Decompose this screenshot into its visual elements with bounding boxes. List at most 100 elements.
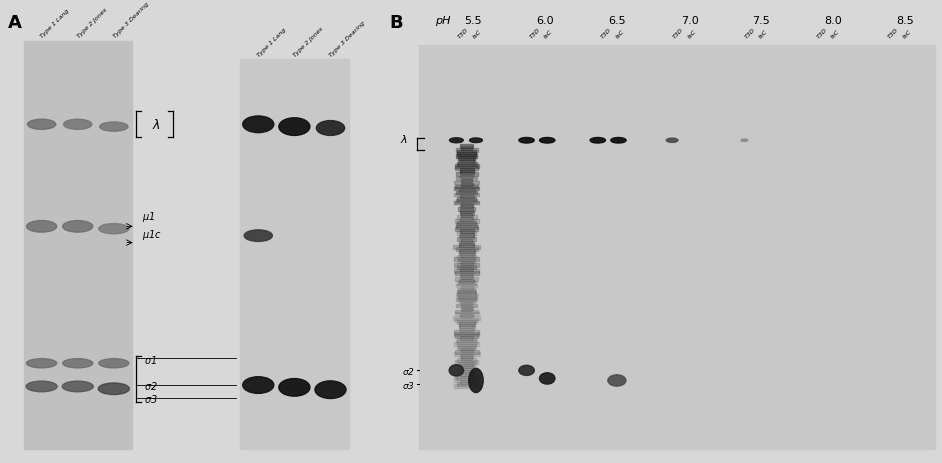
Text: tsC: tsC — [687, 29, 697, 39]
Text: $\lambda$: $\lambda$ — [400, 133, 408, 144]
Bar — [460, 354, 473, 358]
Ellipse shape — [666, 139, 678, 143]
Ellipse shape — [315, 381, 346, 399]
Bar — [459, 363, 475, 366]
Ellipse shape — [519, 365, 534, 375]
Text: $\sigma$3: $\sigma$3 — [401, 379, 414, 390]
Bar — [454, 385, 479, 388]
Bar — [456, 304, 477, 308]
Text: tsC: tsC — [615, 29, 625, 39]
Ellipse shape — [26, 382, 57, 392]
Bar — [455, 360, 479, 364]
Bar — [456, 376, 478, 380]
Bar — [458, 346, 476, 350]
Bar — [454, 201, 479, 205]
Ellipse shape — [469, 369, 483, 393]
Bar — [457, 197, 477, 201]
Bar — [459, 250, 475, 253]
Ellipse shape — [449, 138, 463, 144]
Bar — [454, 352, 479, 356]
Bar — [461, 274, 473, 277]
Bar — [456, 177, 478, 181]
Ellipse shape — [590, 138, 606, 144]
Text: A: A — [8, 14, 22, 32]
Bar — [460, 280, 474, 283]
Text: Type 1 Lang: Type 1 Lang — [40, 9, 71, 39]
Bar — [458, 290, 476, 294]
Ellipse shape — [608, 375, 625, 386]
Bar — [457, 256, 476, 259]
Bar — [461, 205, 473, 209]
Bar — [453, 245, 479, 249]
Text: 8.0: 8.0 — [824, 16, 842, 26]
Bar — [457, 292, 477, 296]
Text: T3D: T3D — [600, 27, 613, 39]
Bar — [455, 185, 479, 189]
Bar — [456, 225, 478, 229]
Bar — [458, 232, 476, 235]
Bar — [456, 149, 478, 153]
Ellipse shape — [469, 138, 482, 143]
Bar — [460, 373, 474, 376]
Text: Type 3 Dearing: Type 3 Dearing — [329, 20, 366, 58]
Text: B: B — [389, 14, 402, 32]
Text: tsC: tsC — [472, 29, 482, 39]
Ellipse shape — [26, 221, 57, 232]
Bar — [461, 286, 473, 290]
Ellipse shape — [279, 379, 310, 396]
Text: $\sigma$2: $\sigma$2 — [144, 379, 158, 391]
Bar — [461, 306, 473, 310]
Text: $\lambda$: $\lambda$ — [152, 118, 161, 132]
Bar — [461, 203, 473, 207]
Text: T3D: T3D — [816, 27, 828, 39]
Bar — [457, 221, 477, 225]
Text: $\mu$1c: $\mu$1c — [142, 227, 162, 241]
Bar — [460, 370, 474, 374]
Bar — [455, 312, 479, 316]
Bar — [455, 167, 478, 171]
Bar — [456, 310, 478, 314]
Ellipse shape — [279, 119, 310, 136]
Bar — [461, 308, 473, 312]
Bar — [454, 264, 479, 268]
Ellipse shape — [610, 138, 626, 144]
Bar — [458, 288, 476, 292]
Bar — [457, 369, 476, 372]
Bar — [457, 338, 476, 342]
Bar — [460, 336, 474, 340]
Ellipse shape — [519, 138, 534, 144]
Bar — [454, 270, 479, 274]
Bar — [456, 199, 478, 203]
Text: $\sigma$1: $\sigma$1 — [144, 353, 157, 365]
Ellipse shape — [317, 121, 345, 136]
Bar — [462, 213, 472, 217]
Bar — [454, 193, 479, 197]
Text: 7.5: 7.5 — [752, 16, 770, 26]
Bar — [457, 358, 476, 362]
Bar — [460, 314, 474, 318]
Bar — [456, 224, 477, 227]
Text: $\sigma$3: $\sigma$3 — [144, 392, 158, 404]
Text: tsC: tsC — [758, 29, 769, 39]
Text: Type 2 Jones: Type 2 Jones — [293, 26, 324, 58]
Bar — [459, 242, 475, 245]
Text: Type 2 Jones: Type 2 Jones — [76, 8, 107, 39]
Bar — [460, 268, 474, 271]
Ellipse shape — [62, 221, 92, 232]
Ellipse shape — [100, 123, 128, 132]
Text: T3D: T3D — [528, 27, 541, 39]
Bar — [24, 42, 132, 449]
Bar — [461, 262, 473, 265]
Bar — [460, 254, 474, 257]
Bar — [458, 153, 476, 156]
Text: T3D: T3D — [744, 27, 756, 39]
Bar — [460, 195, 474, 199]
Bar — [456, 191, 477, 195]
Bar — [457, 215, 477, 219]
Ellipse shape — [62, 382, 93, 392]
Bar — [456, 298, 477, 302]
Bar — [457, 282, 476, 286]
Bar — [460, 218, 474, 221]
Bar — [453, 375, 479, 378]
Ellipse shape — [244, 230, 272, 242]
